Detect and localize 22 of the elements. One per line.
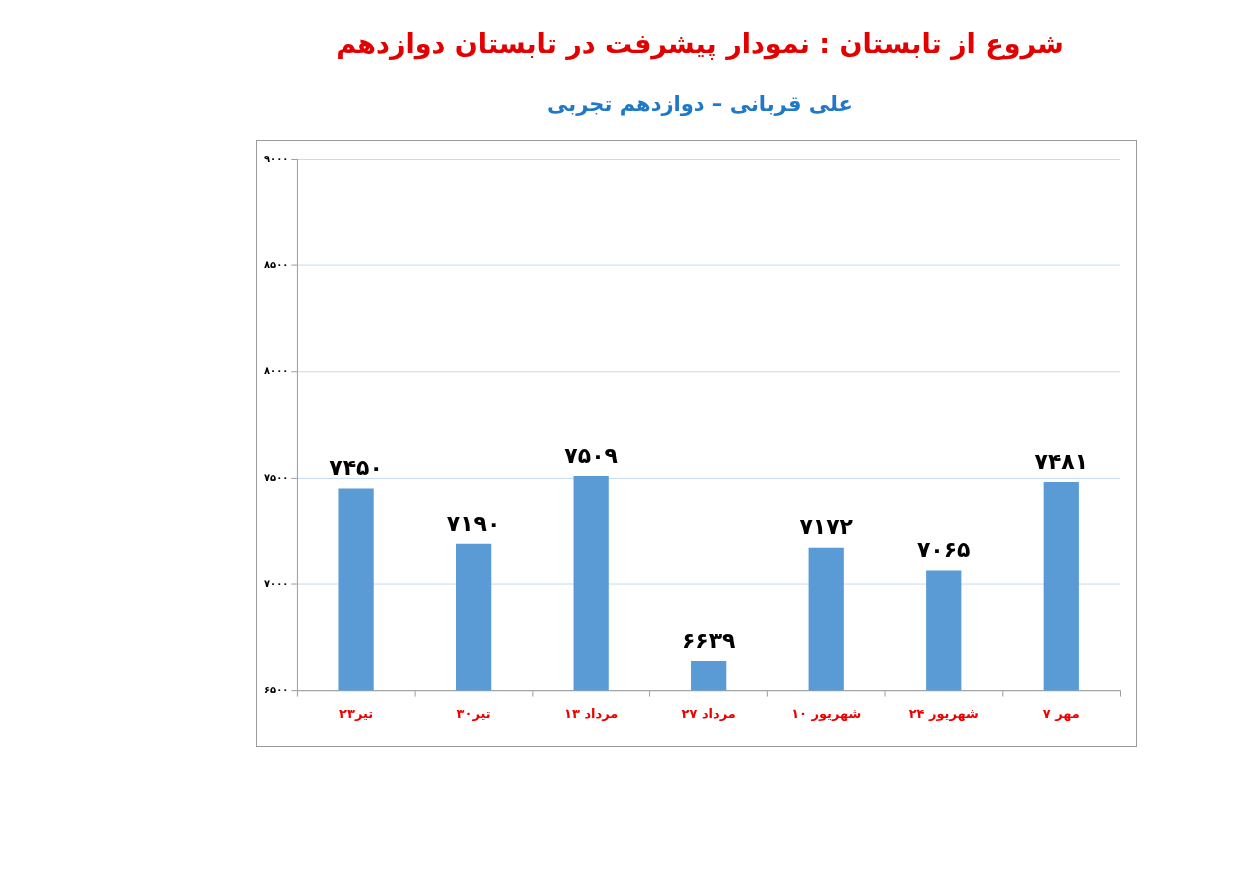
data-label: ۷۴۵۰ bbox=[329, 455, 383, 481]
data-label: ۷۵۰۹ bbox=[564, 442, 618, 468]
x-tick-label: ۳۰تیر bbox=[456, 705, 491, 721]
x-tick-label: ۷ مهر bbox=[1042, 705, 1080, 721]
x-tick-label: ۱۰ شهریور bbox=[791, 705, 862, 721]
x-tick-label: ۱۳ مرداد bbox=[564, 705, 619, 721]
chart-subtitle: علی قربانی – دوازدهم تجربی bbox=[546, 92, 854, 116]
y-tick-label: ۶۵۰۰ bbox=[263, 684, 289, 696]
y-tick-label: ۷۰۰۰ bbox=[263, 577, 289, 589]
data-label: ۷۱۹۰ bbox=[446, 510, 501, 536]
x-tick-label: ۲۴ شهریور bbox=[908, 705, 979, 721]
data-label: ۷۱۷۲ bbox=[799, 514, 854, 540]
chart-title: شروع از تابستان : نمودار پیشرفت در تابستان دوازدهم bbox=[335, 28, 1065, 59]
y-tick-label: ۸۵۰۰ bbox=[263, 258, 289, 270]
data-label: ۷۴۸۱ bbox=[1034, 448, 1089, 474]
x-tick-label: ۲۳تیر bbox=[339, 705, 374, 721]
x-tick-label: ۲۷ مرداد bbox=[681, 705, 736, 721]
data-label: ۷۰۶۵ bbox=[916, 537, 971, 563]
y-tick-label: ۷۵۰۰ bbox=[263, 471, 289, 483]
y-tick-label: ۸۰۰۰ bbox=[263, 365, 289, 377]
data-label: ۶۶۳۹ bbox=[681, 627, 736, 653]
y-tick-label: ۹۰۰۰ bbox=[263, 152, 289, 164]
